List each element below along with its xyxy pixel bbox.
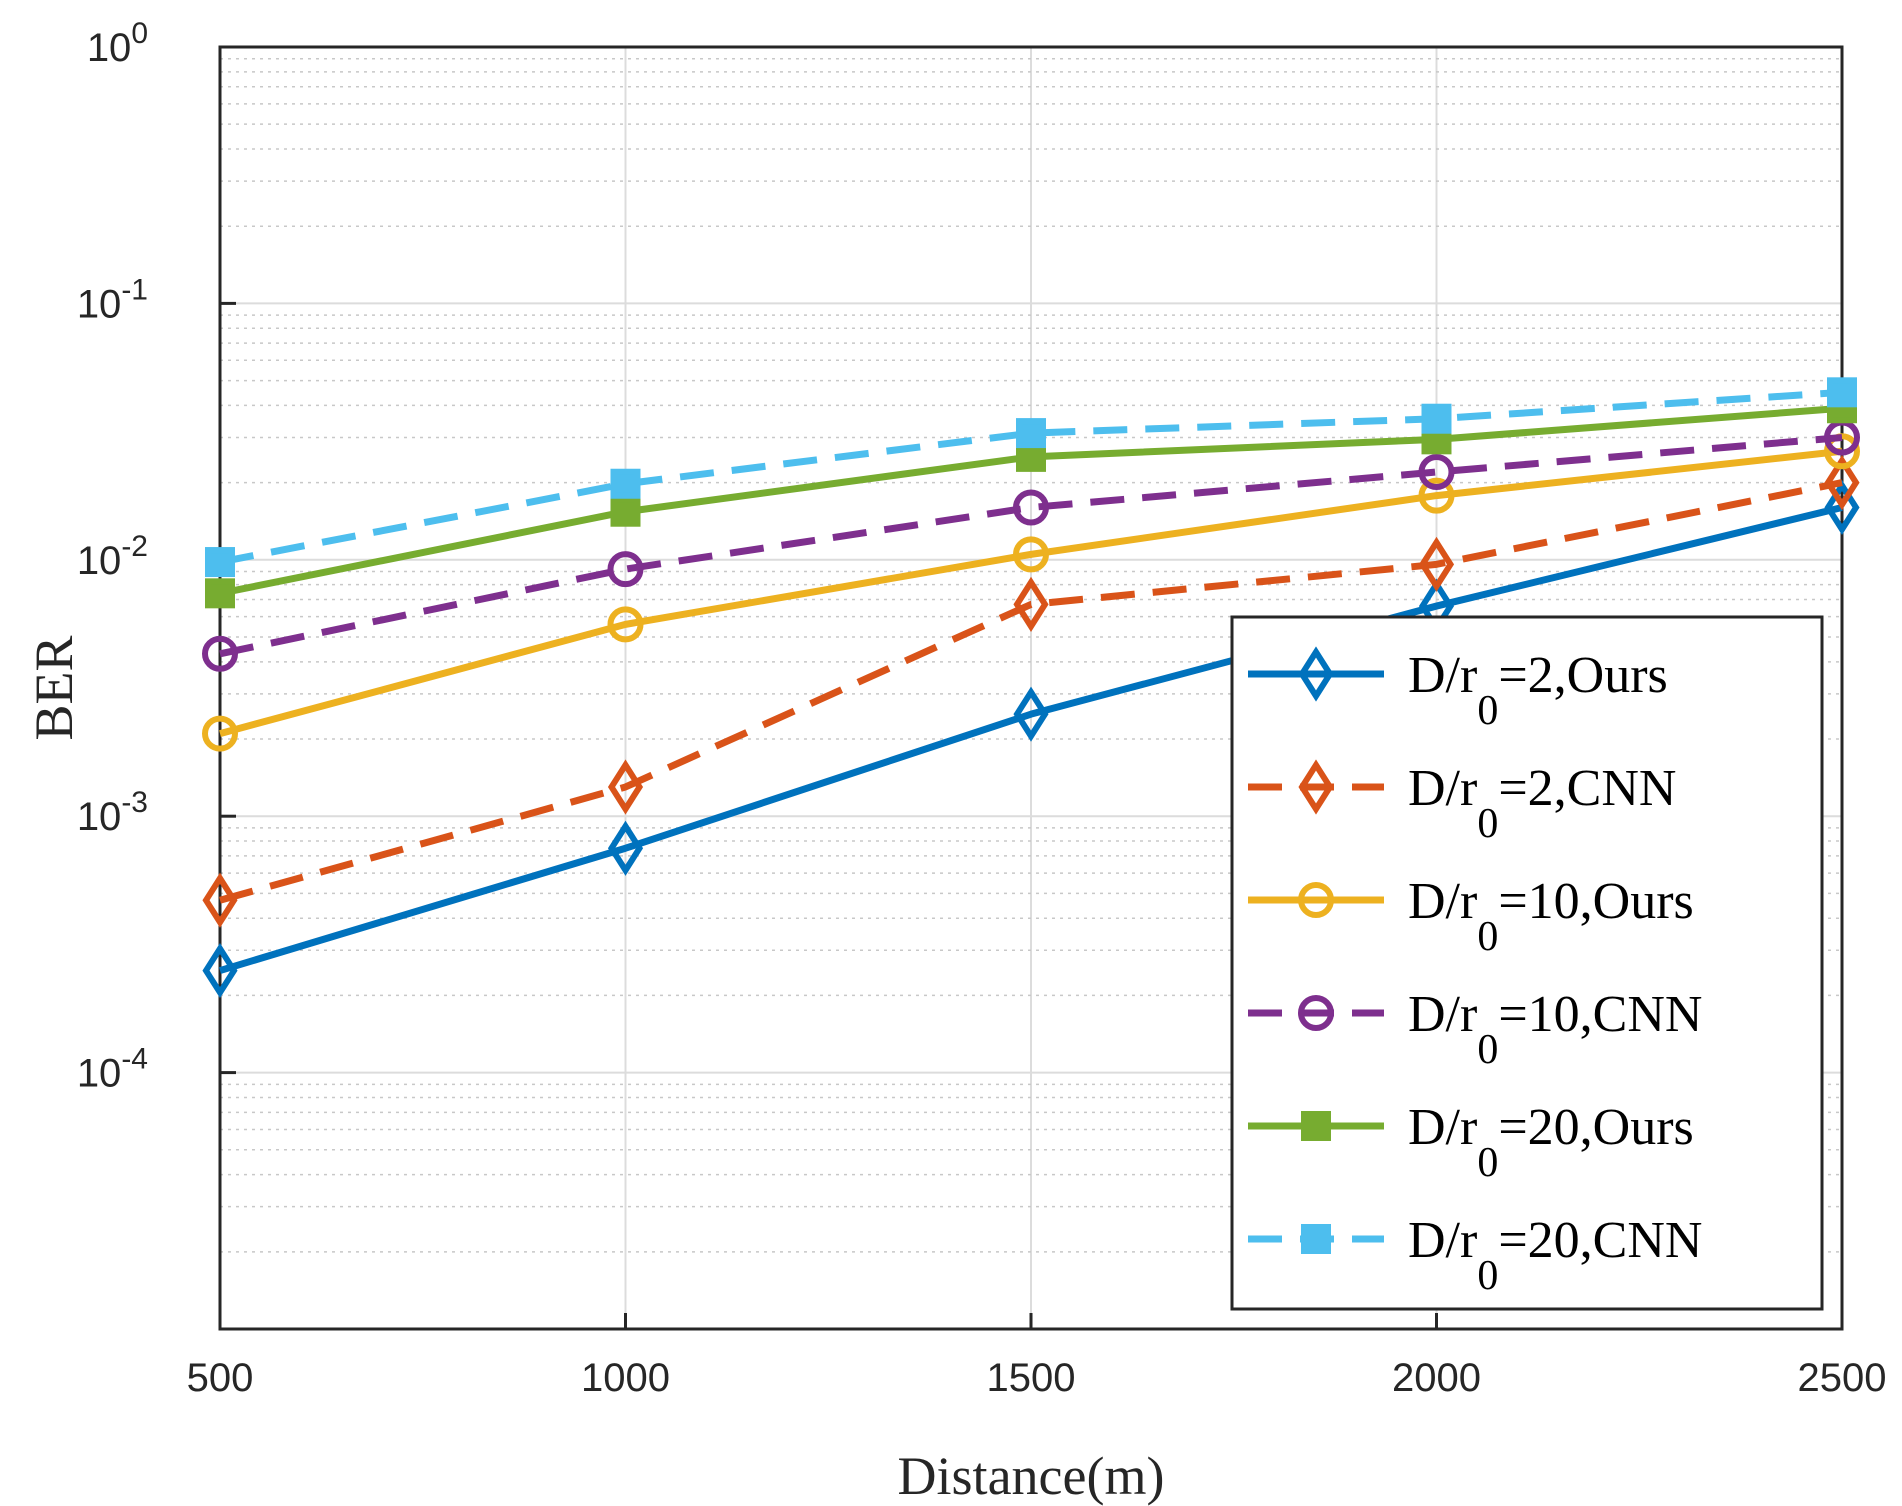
series-line: [218, 504, 1843, 974]
data-point: [205, 547, 235, 578]
legend-marker: [1298, 882, 1334, 918]
legend-label: D/r0=20,Ours: [1408, 1099, 1694, 1186]
x-tick-label: 1500: [987, 1356, 1076, 1400]
data-point: [202, 635, 238, 672]
legend-marker: [1298, 995, 1334, 1031]
legend-label: D/r0=10,Ours: [1408, 873, 1694, 960]
x-tick-label: 500: [187, 1356, 254, 1400]
series-line: [219, 388, 1843, 566]
y-tick-label: 10-1: [77, 273, 148, 326]
data-point: [1824, 479, 1860, 536]
data-point: [1421, 403, 1452, 434]
data-point: [1418, 454, 1455, 491]
data-point: [205, 578, 235, 609]
data-point: [202, 872, 238, 928]
legend-marker: [1298, 759, 1334, 815]
legend-entry: D/r0=10,CNN: [1248, 986, 1702, 1073]
data-point: [1418, 477, 1455, 514]
y-tick-label: 10-2: [77, 530, 148, 583]
x-tick-label: 2500: [1798, 1356, 1887, 1400]
data-point: [1827, 377, 1857, 408]
data-point: [607, 551, 644, 588]
x-tick-label: 1000: [581, 1356, 670, 1400]
data-point: [607, 820, 644, 876]
series-4: [202, 419, 1860, 672]
legend-label: D/r0=20,CNN: [1408, 1212, 1702, 1299]
data-point: [607, 606, 644, 643]
legend-marker: [1301, 1224, 1331, 1254]
series-line: [219, 479, 1843, 904]
data-point: [1824, 433, 1860, 470]
data-point: [1013, 576, 1049, 632]
series-6: [205, 377, 1857, 578]
legend-label: D/r0=2,Ours: [1408, 647, 1668, 734]
legend: D/r0=2,Ours D/r0=2,CNN D/r0=10,Ours D/r0=10…: [1230, 615, 1824, 1311]
series-3: [202, 433, 1860, 752]
data-point: [1016, 418, 1046, 449]
data-point: [607, 759, 644, 815]
data-point: [1418, 536, 1455, 592]
series-2: [202, 455, 1860, 928]
series: [202, 377, 1860, 999]
data-point: [1013, 536, 1049, 573]
x-axis-title: Distance(m): [898, 1446, 1165, 1506]
data-point: [610, 468, 641, 499]
legend-entry: D/r0=20,CNN: [1248, 1212, 1702, 1299]
data-point: [1824, 455, 1860, 511]
legend-entry: D/r0=20,Ours: [1248, 1099, 1694, 1186]
legend-label: D/r0=2,CNN: [1408, 760, 1676, 847]
legend-entry: D/r0=10,Ours: [1248, 873, 1694, 960]
y-tick-label: 100: [87, 17, 148, 70]
series-line: [219, 447, 1843, 737]
y-tick-label: 10-4: [77, 1043, 148, 1096]
legend-entry: D/r0=2,Ours: [1248, 646, 1668, 734]
data-point: [1016, 441, 1046, 472]
legend-marker: [1298, 646, 1334, 702]
x-tick-label: 2000: [1392, 1356, 1481, 1400]
data-point: [202, 715, 238, 752]
data-point: [610, 496, 641, 527]
y-axis-title: BER: [24, 635, 84, 740]
legend-label: D/r0=10,CNN: [1408, 986, 1702, 1073]
legend-box: [1230, 615, 1824, 1311]
data-point: [202, 942, 238, 999]
data-point: [1013, 686, 1049, 742]
data-point: [1013, 489, 1049, 526]
legend-entry: D/r0=2,CNN: [1248, 759, 1676, 847]
series-line: [219, 433, 1843, 658]
legend-marker: [1301, 1111, 1331, 1141]
y-tick-label: 10-3: [77, 786, 148, 839]
